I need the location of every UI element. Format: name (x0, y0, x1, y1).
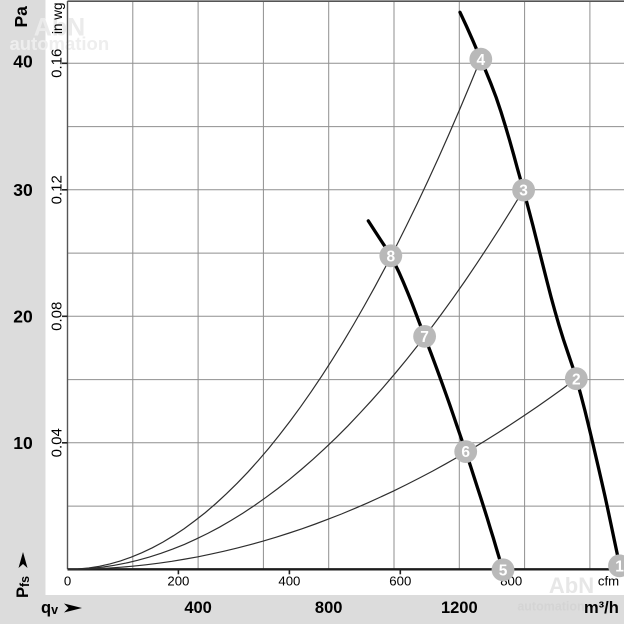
svg-text:0: 0 (64, 574, 71, 589)
svg-text:400: 400 (184, 599, 212, 617)
svg-text:automation: automation (517, 600, 584, 614)
svg-text:6: 6 (461, 444, 470, 461)
svg-text:cfm: cfm (598, 574, 619, 589)
svg-text:800: 800 (315, 599, 343, 617)
svg-text:400: 400 (278, 574, 300, 589)
svg-text:4: 4 (476, 52, 485, 69)
svg-text:5: 5 (499, 562, 508, 579)
svg-text:200: 200 (167, 574, 189, 589)
svg-text:20: 20 (13, 307, 33, 327)
svg-text:AbN: AbN (549, 573, 594, 598)
svg-text:3: 3 (519, 183, 528, 200)
svg-text:Pfs: Pfs (14, 576, 32, 598)
svg-text:AbN: AbN (34, 14, 85, 42)
svg-text:automation: automation (9, 33, 109, 54)
svg-text:Pa: Pa (11, 6, 31, 28)
svg-text:in wg: in wg (50, 2, 65, 34)
svg-text:1200: 1200 (441, 599, 478, 617)
svg-text:600: 600 (389, 574, 411, 589)
svg-text:1: 1 (615, 558, 624, 575)
svg-text:0.16: 0.16 (49, 49, 66, 78)
svg-text:0.04: 0.04 (49, 428, 66, 457)
svg-text:0.12: 0.12 (49, 175, 66, 204)
svg-text:7: 7 (420, 329, 429, 346)
svg-text:40: 40 (13, 52, 33, 72)
svg-text:qv: qv (41, 599, 58, 617)
svg-text:30: 30 (13, 180, 33, 200)
svg-text:8: 8 (386, 248, 395, 265)
svg-text:2: 2 (572, 371, 581, 388)
svg-text:10: 10 (13, 433, 33, 453)
svg-text:m³/h: m³/h (584, 599, 619, 617)
svg-text:0.08: 0.08 (49, 302, 66, 331)
